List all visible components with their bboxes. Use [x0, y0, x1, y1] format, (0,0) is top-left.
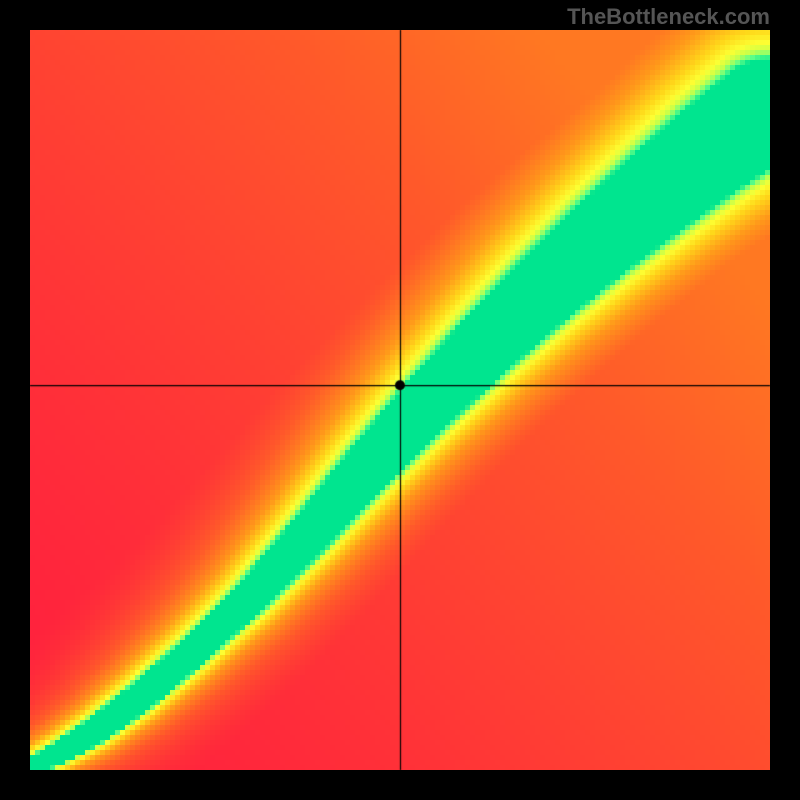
crosshair-overlay: [0, 0, 800, 800]
watermark-text: TheBottleneck.com: [567, 4, 770, 30]
chart-container: TheBottleneck.com: [0, 0, 800, 800]
